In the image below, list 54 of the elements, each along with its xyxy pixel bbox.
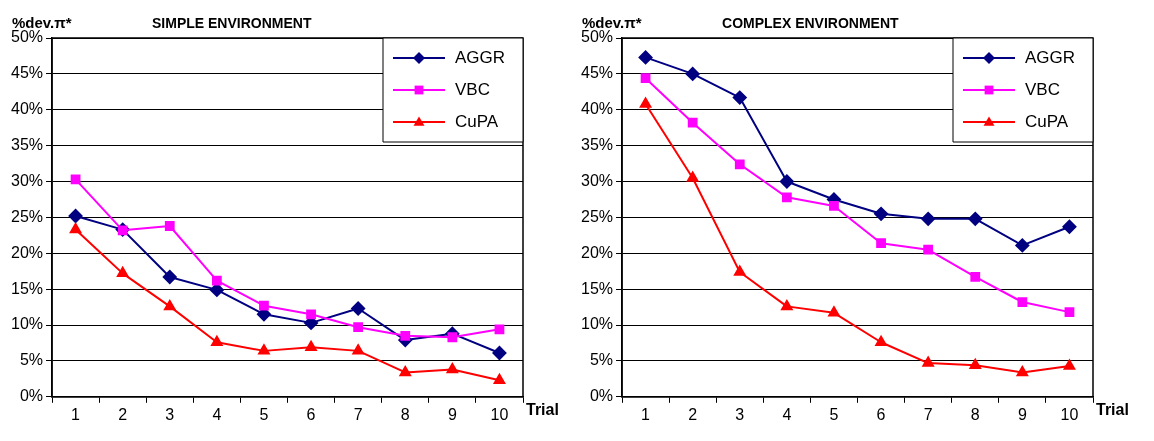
x-tick-label: 7	[923, 405, 933, 423]
x-tick-label: 10	[1060, 405, 1079, 423]
x-tick-label: 9	[447, 405, 457, 423]
y-tick-label: 50%	[580, 28, 614, 46]
x-tick-label: 2	[118, 405, 128, 423]
y-tick-label: 5%	[19, 351, 44, 369]
x-axis-title: Trial	[1096, 401, 1129, 419]
y-tick-label: 15%	[10, 279, 44, 297]
x-tick-label: 10	[490, 405, 509, 423]
x-tick-label: 2	[688, 405, 698, 423]
x-tick-label: 8	[970, 405, 980, 423]
x-tick-label: 8	[400, 405, 410, 423]
y-tick-label: 30%	[10, 171, 44, 189]
legend-label: CuPA	[1025, 111, 1069, 131]
y-tick-label: 40%	[10, 100, 44, 118]
y-tick-label: 50%	[10, 28, 44, 46]
x-tick-label: 9	[1017, 405, 1027, 423]
x-tick-label: 1	[641, 405, 651, 423]
x-tick-label: 3	[735, 405, 745, 423]
y-tick-label: 40%	[580, 100, 614, 118]
x-tick-label: 6	[306, 405, 316, 423]
legend-label: VBC	[455, 79, 490, 99]
y-axis-title: %dev.π*	[12, 14, 72, 31]
chart-title: COMPLEX ENVIRONMENT	[722, 15, 900, 31]
x-tick-label: 5	[259, 405, 269, 423]
y-tick-label: 35%	[580, 136, 614, 154]
x-tick-label: 1	[71, 405, 81, 423]
legend-label: VBC	[1025, 79, 1060, 99]
x-tick-label: 6	[876, 405, 886, 423]
y-tick-label: 20%	[580, 243, 614, 261]
y-tick-label: 25%	[580, 207, 614, 225]
legend-label: AGGR	[1025, 47, 1076, 67]
y-tick-label: 30%	[580, 171, 614, 189]
y-tick-label: 0%	[589, 387, 614, 405]
y-tick-label: 35%	[10, 136, 44, 154]
legend-label: AGGR	[455, 47, 506, 67]
x-tick-label: 4	[782, 405, 792, 423]
y-tick-label: 10%	[580, 315, 614, 333]
y-tick-label: 5%	[589, 351, 614, 369]
y-tick-label: 15%	[580, 279, 614, 297]
x-tick-label: 5	[829, 405, 839, 423]
x-axis-title: Trial	[526, 401, 559, 419]
chart-title: SIMPLE ENVIRONMENT	[152, 15, 312, 31]
y-tick-label: 25%	[10, 207, 44, 225]
legend-label: CuPA	[455, 111, 499, 131]
y-tick-label: 45%	[580, 64, 614, 82]
y-tick-label: 0%	[19, 387, 44, 405]
x-tick-label: 4	[212, 405, 222, 423]
y-tick-label: 45%	[10, 64, 44, 82]
x-tick-label: 7	[353, 405, 363, 423]
y-tick-label: 10%	[10, 315, 44, 333]
x-tick-label: 3	[165, 405, 175, 423]
y-axis-title: %dev.π*	[582, 14, 642, 31]
y-tick-label: 20%	[10, 243, 44, 261]
